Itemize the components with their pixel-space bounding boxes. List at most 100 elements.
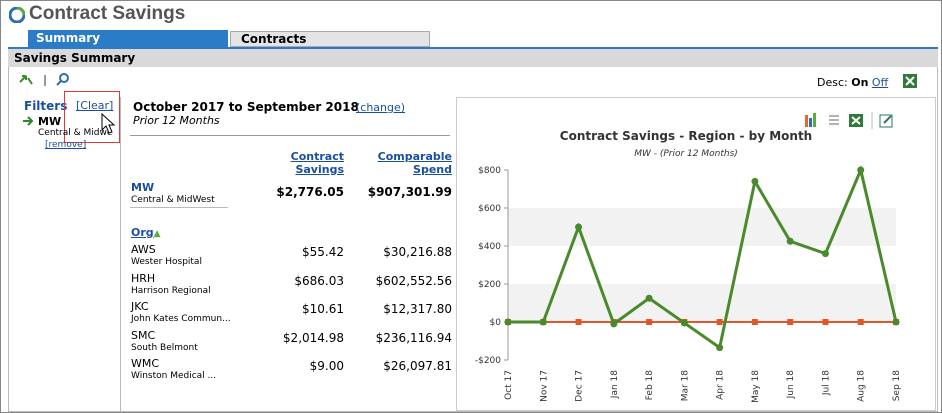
table-icon[interactable] [829, 115, 839, 125]
chart-toolbar [805, 112, 893, 129]
series-line [508, 165, 898, 351]
x-tick-label: Apr 18 [716, 370, 726, 400]
chart-panel [456, 97, 936, 411]
x-tick-label: May 18 [751, 370, 761, 403]
tab-rule [8, 47, 938, 49]
row-savings: $10.61 [302, 302, 344, 316]
row-savings: $2,014.98 [282, 330, 344, 345]
filters-title: Filters [24, 99, 68, 113]
plot-area [508, 170, 896, 360]
grid-band [508, 284, 896, 322]
column-header[interactable]: Comparable Spend [377, 150, 452, 176]
desc-toggle: Desc: On Off [817, 76, 888, 89]
desc-on[interactable]: On [851, 76, 869, 89]
y-tick-label: $800 [478, 166, 501, 176]
point [716, 319, 723, 325]
row-code: WMC [131, 357, 160, 370]
x-tick-label: Aug 18 [857, 370, 867, 402]
point [751, 319, 758, 325]
row-code: HRH [131, 271, 156, 285]
point [575, 319, 582, 325]
section-header: Savings Summary [8, 49, 938, 67]
chart-title: Contract Savings - Region - by Month [560, 129, 812, 143]
desc-off[interactable]: Off [871, 76, 889, 89]
rule [130, 135, 450, 136]
y-tick-label: $400 [478, 242, 501, 252]
row-spend: $602,552.56 [375, 273, 452, 288]
row-name: Winston Medical ... [131, 371, 217, 381]
page-title: Contract Savings [29, 3, 186, 24]
row-spend: $26,097.81 [383, 359, 452, 373]
x-tick-label: Jun 18 [786, 370, 796, 400]
desc-label: Desc: [817, 76, 848, 89]
x-tick-label: Feb 18 [645, 370, 655, 401]
row-name: John Kates Commun... [131, 314, 231, 324]
point [610, 320, 618, 328]
y-tick-label: $600 [478, 204, 501, 214]
tab[interactable]: Contracts [230, 31, 430, 47]
point [857, 319, 864, 325]
period-subtitle: Prior 12 Months [133, 114, 220, 127]
row-name: South Belmont [131, 342, 198, 353]
highlight-box [64, 91, 120, 143]
section-body [8, 67, 938, 412]
row-code: AWS [131, 243, 156, 256]
chart-subtitle: MW - (Prior 12 Months) [634, 149, 738, 159]
refresh-icon[interactable] [19, 75, 33, 85]
remove-link[interactable]: [remove] [45, 140, 87, 150]
x-tick-label: Sep 18 [892, 370, 902, 402]
row-code: JKC [131, 300, 149, 313]
point [646, 319, 653, 325]
row-spend: $30,216.88 [383, 245, 452, 259]
search-icon[interactable] [59, 73, 69, 83]
row-name: Harrison Regional [131, 285, 211, 296]
row-spend: $12,317.80 [383, 302, 452, 316]
toolbar-icons [19, 73, 69, 86]
point [716, 344, 724, 352]
chart-icon[interactable] [805, 115, 808, 127]
filter-name: Central & Midwe [38, 128, 113, 138]
y-tick-label: -$200 [475, 356, 501, 366]
point [645, 294, 653, 302]
row-name: Wester Hospital [131, 257, 202, 267]
excel-icon[interactable] [902, 73, 918, 89]
point [751, 177, 759, 185]
point [539, 318, 547, 326]
group-label[interactable]: Org▲ [131, 226, 161, 239]
org-link[interactable]: Org [131, 226, 154, 239]
divider [120, 97, 121, 411]
point [892, 318, 900, 326]
point [680, 319, 688, 327]
clear-link[interactable]: [Clear] [76, 99, 114, 112]
total-savings: $2,776.05 [276, 185, 344, 199]
popout-icon[interactable] [879, 114, 893, 128]
total-spend: $907,301.99 [367, 185, 452, 199]
row-savings: $55.42 [302, 245, 344, 259]
chart: Contract Savings - Region - by Month MW … [475, 129, 902, 403]
point [857, 166, 865, 174]
total-name: Central & MidWest [131, 195, 215, 205]
change-link[interactable]: (change) [356, 101, 406, 114]
point [575, 223, 583, 231]
x-tick-label: Dec 17 [575, 370, 585, 402]
row-savings: $686.03 [294, 273, 344, 288]
column-header[interactable]: Contract Savings [290, 150, 344, 176]
x-tick-label: Jul 18 [821, 370, 831, 396]
row-code: SMC [131, 328, 156, 342]
y-tick-label: $0 [490, 318, 502, 328]
x-tick-label: Mar 18 [680, 370, 690, 402]
x-tick-label: Nov 17 [539, 370, 549, 402]
rule [130, 207, 228, 208]
tab[interactable]: Summary [28, 30, 228, 47]
total-code: MW [131, 181, 155, 194]
point [787, 319, 794, 325]
point [822, 319, 829, 325]
point [821, 250, 829, 258]
arrow-icon [23, 116, 34, 126]
point [786, 237, 794, 245]
filter-code: MW [38, 115, 62, 128]
row-spend: $236,116.94 [375, 330, 452, 345]
row-savings: $9.00 [309, 359, 344, 373]
x-tick-label: Oct 17 [504, 370, 514, 400]
